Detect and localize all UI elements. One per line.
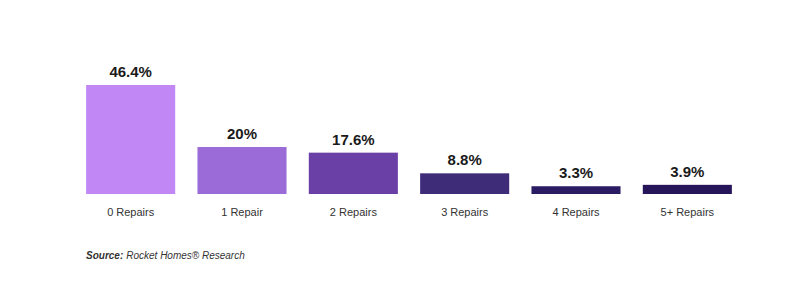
x-tick: 1 Repair	[221, 194, 263, 218]
x-tick: 2 Repairs	[330, 194, 378, 218]
data-label: 46.4%	[109, 63, 152, 80]
chart: 46.4% 20% 17.6% 8.8% 3.3% 3.9% 0 Repairs 1 Repa…	[0, 0, 800, 292]
source-label: Source:	[86, 250, 123, 261]
x-tick-label: 2 Repairs	[330, 206, 378, 218]
x-axis: 0 Repairs 1 Repair 2 Repairs 3 Repairs 4 Rep…	[107, 194, 714, 218]
x-tick-label: 4 Repairs	[552, 206, 600, 218]
bars	[86, 85, 732, 194]
bar	[86, 85, 175, 194]
bar	[197, 147, 286, 194]
data-label: 20%	[227, 125, 257, 142]
x-tick: 5+ Repairs	[661, 194, 715, 218]
x-tick-label: 1 Repair	[221, 206, 263, 218]
bar	[309, 153, 398, 194]
x-tick: 4 Repairs	[552, 194, 600, 218]
x-tick-label: 3 Repairs	[441, 206, 489, 218]
bar	[643, 185, 732, 194]
source: Source:Rocket Homes® Research	[86, 250, 245, 261]
x-tick: 3 Repairs	[441, 194, 489, 218]
bar	[420, 173, 509, 194]
source-text: Rocket Homes® Research	[126, 250, 245, 261]
data-label: 17.6%	[332, 131, 375, 148]
x-tick: 0 Repairs	[107, 194, 155, 218]
data-label: 8.8%	[448, 151, 482, 168]
data-label: 3.3%	[559, 164, 593, 181]
bar	[531, 186, 620, 194]
x-tick-label: 0 Repairs	[107, 206, 155, 218]
data-label: 3.9%	[670, 163, 704, 180]
data-labels: 46.4% 20% 17.6% 8.8% 3.3% 3.9%	[109, 63, 704, 181]
x-tick-label: 5+ Repairs	[661, 206, 715, 218]
